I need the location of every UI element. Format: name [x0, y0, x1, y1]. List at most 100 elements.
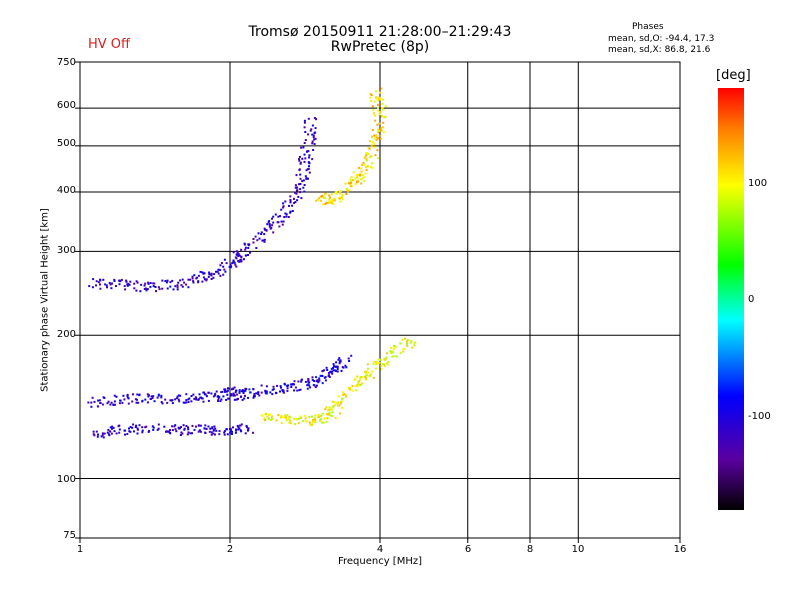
echo-point — [107, 400, 110, 403]
echo-point — [322, 203, 325, 206]
echo-point — [282, 202, 285, 205]
echo-point — [294, 191, 297, 194]
echo-point — [313, 117, 316, 119]
echo-point — [313, 417, 316, 420]
echo-point — [376, 103, 379, 106]
echo-point — [254, 235, 257, 238]
echo-point — [371, 105, 374, 108]
echo-point — [203, 391, 206, 394]
echo-point — [291, 210, 294, 212]
echo-point — [406, 342, 408, 345]
echo-point — [240, 423, 243, 426]
echo-point — [137, 428, 139, 431]
echo-point — [161, 402, 164, 405]
echo-point — [271, 393, 274, 396]
echo-point — [210, 433, 213, 436]
echo-point — [181, 278, 184, 281]
echo-point — [235, 389, 237, 392]
echo-point — [375, 139, 378, 142]
echo-point — [154, 286, 157, 288]
echo-point — [115, 395, 118, 398]
echo-point — [218, 396, 221, 399]
x-tick-label: 6 — [464, 544, 472, 555]
echo-point — [314, 414, 317, 417]
echo-point — [165, 281, 168, 284]
echo-point — [193, 428, 196, 431]
echo-point — [380, 368, 383, 371]
echo-point — [314, 386, 317, 389]
echo-point — [314, 137, 317, 140]
echo-point — [185, 399, 188, 402]
echo-point — [359, 173, 362, 176]
echo-point — [289, 419, 292, 422]
echo-point — [371, 135, 373, 138]
echo-point — [289, 199, 292, 201]
echo-point — [289, 211, 292, 214]
echo-point — [219, 274, 222, 277]
echo-point — [230, 388, 233, 391]
echo-point — [312, 419, 314, 421]
echo-point — [360, 182, 363, 185]
echo-point — [223, 431, 226, 434]
echo-point — [268, 223, 271, 225]
y-tick-label: 750 — [56, 57, 76, 68]
echo-point — [377, 157, 380, 160]
echo-point — [341, 198, 344, 201]
echo-point — [98, 399, 101, 402]
echo-point — [198, 429, 201, 432]
echo-point — [210, 278, 213, 280]
echo-point — [225, 262, 228, 265]
echo-point — [296, 199, 299, 202]
echo-point — [177, 398, 180, 401]
echo-point — [295, 189, 298, 192]
echo-point — [299, 173, 302, 176]
echo-point — [325, 366, 328, 369]
echo-point — [252, 431, 254, 434]
echo-point — [244, 389, 247, 392]
echo-point — [332, 202, 335, 205]
echo-point — [141, 426, 144, 429]
echo-point — [333, 365, 335, 368]
echo-point — [232, 387, 235, 390]
echo-point — [143, 288, 146, 290]
echo-point — [100, 435, 103, 438]
echo-point — [324, 203, 327, 205]
echo-point — [369, 93, 372, 95]
echo-point — [168, 431, 171, 434]
echo-point — [129, 280, 132, 283]
echo-point — [127, 397, 130, 400]
echo-point — [220, 262, 223, 265]
echo-point — [295, 192, 298, 195]
echo-point — [215, 390, 218, 393]
echo-point — [332, 199, 334, 202]
echo-point — [128, 427, 130, 430]
echo-point — [202, 400, 205, 403]
echo-point — [354, 177, 357, 180]
echo-point — [234, 391, 237, 394]
echo-point — [240, 248, 243, 251]
echo-point — [131, 400, 134, 403]
echo-point — [282, 391, 285, 394]
echo-point — [373, 100, 376, 103]
echo-point — [220, 398, 223, 401]
echo-point — [232, 394, 235, 397]
echo-point — [380, 127, 383, 129]
echo-point — [189, 432, 192, 435]
echo-point — [257, 391, 260, 394]
echo-point — [160, 394, 163, 397]
echo-point — [233, 386, 236, 389]
echo-point — [197, 430, 200, 433]
echo-point — [324, 193, 326, 196]
echo-point — [308, 165, 310, 168]
echo-point — [361, 382, 363, 385]
echo-point — [354, 385, 357, 388]
echo-point — [313, 380, 316, 382]
echo-point — [217, 397, 220, 400]
echo-point — [374, 360, 377, 363]
echo-point — [411, 346, 414, 349]
echo-point — [178, 394, 180, 397]
echo-point — [176, 284, 179, 287]
echo-point — [237, 253, 240, 256]
echo-point — [329, 196, 331, 199]
echo-point — [330, 408, 333, 411]
